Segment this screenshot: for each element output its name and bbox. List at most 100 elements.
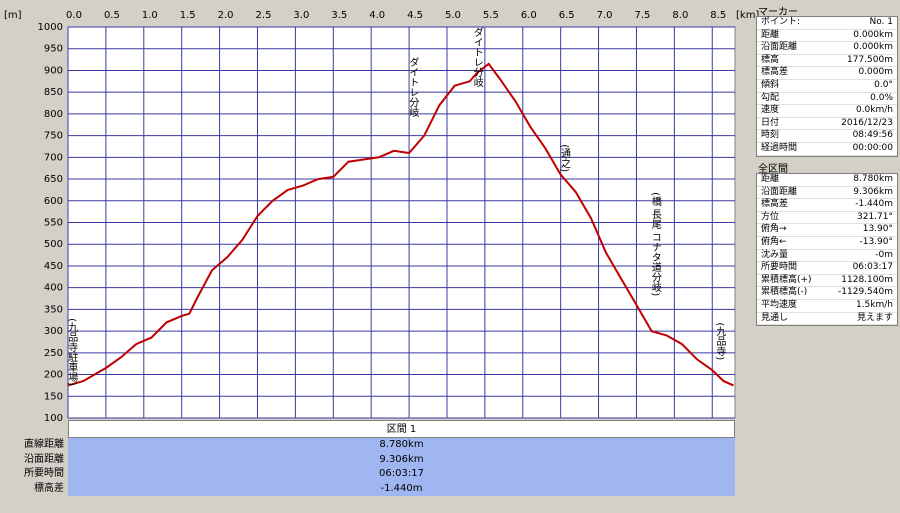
y-unit: [m] — [4, 10, 22, 21]
row-label: 見通し — [761, 312, 789, 323]
y-tick-label: 850 — [44, 87, 63, 98]
y-tick-label: 150 — [44, 391, 63, 402]
annotation: (通之) — [558, 144, 570, 172]
x-tick-label: 1.5 — [180, 10, 196, 21]
panel-row: 時刻 08:49:56 — [757, 130, 897, 143]
row-value: -1.440m — [855, 199, 893, 210]
panel-row: 沿面距離 9.306km — [757, 187, 897, 200]
section-row: 沿面距離 9.306km — [0, 452, 735, 467]
panel-row: 標高差 0.000m — [757, 67, 897, 80]
section-row: 標高差 -1.440m — [0, 481, 735, 496]
row-label: 勾配 — [761, 92, 780, 103]
y-tick-label: 800 — [44, 109, 63, 120]
row-value: -13.90° — [859, 236, 893, 247]
row-label: ポイント: — [761, 17, 801, 27]
row-value: 1128.100m — [841, 274, 893, 285]
x-tick-label: 8.0 — [672, 10, 688, 21]
panel-row: 累積標高(+) 1128.100m — [757, 275, 897, 288]
panel-row: 速度 0.0km/h — [757, 105, 897, 118]
section-table: 区間 1 直線距離 8.780km 沿面距離 9.306km 所要時間 06:03:17 標… — [0, 420, 735, 496]
panel-row: ポイント: No. 1 — [757, 17, 897, 30]
x-tick-label: 2.5 — [256, 10, 272, 21]
panel-row: 累積標高(-) -1129.540m — [757, 287, 897, 300]
row-value: 06:03:17 — [852, 262, 893, 273]
row-label: 累積標高(+) — [761, 274, 812, 285]
row-label: 距離 — [761, 29, 780, 40]
row-value: 08:49:56 — [852, 130, 893, 141]
panel-row: 日付 2016/12/23 — [757, 118, 897, 131]
row-label: 経過時間 — [761, 142, 798, 153]
panel-row: 沈み量 -0m — [757, 250, 897, 263]
x-tick-label: 0.5 — [104, 10, 120, 21]
x-tick-label: 0.0 — [66, 10, 82, 21]
annotation: (九品寺) — [714, 322, 726, 360]
panel-row: 方位 321.71° — [757, 212, 897, 225]
row-label: 直線距離 — [24, 439, 64, 450]
x-tick-label: 3.5 — [331, 10, 347, 21]
row-value: 06:03:17 — [68, 467, 735, 482]
y-tick-label: 450 — [44, 261, 63, 272]
row-label: 沿面距離 — [24, 453, 64, 465]
y-tick-label: 900 — [44, 65, 63, 76]
panel-row: 見通し 見えます — [757, 313, 897, 326]
marker-title: マーカー — [758, 7, 798, 18]
x-tick-label: 8.5 — [710, 10, 726, 21]
panel-row: 平均速度 1.5km/h — [757, 300, 897, 313]
panel-row: 俯角→ 13.90° — [757, 224, 897, 237]
row-label: 距離 — [761, 174, 780, 184]
annotation: (九品寺駐車場) — [66, 318, 78, 386]
row-label: 沈み量 — [761, 249, 789, 260]
panel-row: 俯角← -13.90° — [757, 237, 897, 250]
row-value: No. 1 — [869, 17, 893, 27]
panel-row: 標高 177.500m — [757, 55, 897, 68]
row-value: -1129.540m — [838, 287, 893, 298]
row-value: 0.000m — [858, 67, 893, 78]
row-value: 9.306km — [68, 452, 735, 467]
row-value: 1.5km/h — [855, 299, 893, 310]
row-value: 0.0km/h — [855, 105, 893, 116]
row-value: 0.0° — [874, 79, 893, 90]
x-tick-label: 3.0 — [293, 10, 309, 21]
row-label: 標高差 — [34, 482, 64, 494]
y-tick-label: 550 — [44, 218, 63, 229]
y-tick-label: 350 — [44, 304, 63, 315]
row-label: 傾斜 — [761, 79, 780, 90]
x-tick-label: 4.5 — [407, 10, 423, 21]
row-label: 俯角← — [761, 236, 787, 247]
row-label: 日付 — [761, 117, 780, 128]
row-value: 2016/12/23 — [841, 117, 893, 128]
x-tick-label: 6.5 — [559, 10, 575, 21]
row-label: 俯角→ — [761, 224, 787, 235]
x-tick-label: 4.0 — [369, 10, 385, 21]
total-title: 全区間 — [758, 164, 788, 175]
x-tick-label: 1.0 — [142, 10, 158, 21]
row-label: 沿面距離 — [761, 186, 798, 197]
section-row: 直線距離 8.780km — [0, 438, 735, 453]
row-label: 所要時間 — [761, 262, 798, 273]
y-tick-label: 950 — [44, 44, 63, 55]
panel-row: 距離 8.780km — [757, 174, 897, 187]
y-tick-label: 200 — [44, 370, 63, 381]
x-tick-label: 7.5 — [635, 10, 651, 21]
row-value: -0m — [875, 249, 893, 260]
marker-panel: ポイント: No. 1 距離 0.000km 沿面距離 0.000km 標高 177.500m… — [756, 16, 898, 157]
profile-line — [67, 62, 734, 387]
y-tick-label: 100 — [44, 413, 63, 424]
row-label: 標高 — [761, 54, 780, 65]
y-tick-label: 600 — [44, 196, 63, 207]
row-label: 平均速度 — [761, 299, 798, 310]
panel-row: 標高差 -1.440m — [757, 199, 897, 212]
row-label: 沿面距離 — [761, 42, 798, 53]
row-label: 標高差 — [761, 67, 789, 78]
annotation: (橋 長尾 コナタ道分岐) — [649, 192, 661, 296]
row-value: 9.306km — [853, 186, 893, 197]
x-tick-label: 5.5 — [483, 10, 499, 21]
row-label: 標高差 — [761, 199, 789, 210]
y-tick-label: 650 — [44, 174, 63, 185]
x-tick-label: 5.0 — [445, 10, 461, 21]
x-tick-label: 7.0 — [597, 10, 613, 21]
x-unit: [km] — [736, 10, 759, 21]
panel-row: 傾斜 0.0° — [757, 80, 897, 93]
annotation: ダイトレ分岐 — [471, 27, 483, 88]
